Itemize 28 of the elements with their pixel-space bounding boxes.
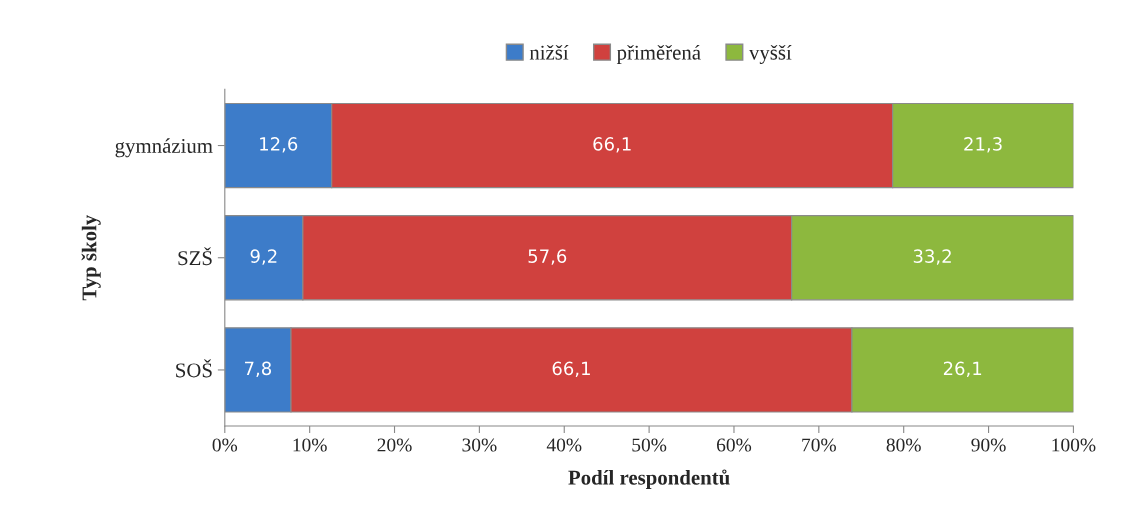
x-tick-label: 100% (1052, 438, 1096, 452)
data-label: 9,2 (250, 249, 277, 265)
data-label: 57,6 (528, 249, 567, 265)
data-label: 12,6 (260, 137, 298, 153)
data-label: 7,8 (245, 361, 272, 378)
data-label: 26,1 (943, 361, 982, 378)
data-label: 33,2 (913, 249, 951, 265)
y-tick-label: SZŠ (178, 247, 212, 266)
x-tick-label: 10% (293, 438, 327, 452)
x-tick-label: 0% (212, 438, 238, 452)
data-label: 21,3 (964, 137, 1002, 153)
y-tick-label: gymnázium (115, 138, 213, 158)
x-tick-label: 20% (377, 438, 412, 452)
legend-label: vyšší (748, 44, 792, 64)
data-label: 66,1 (552, 361, 590, 378)
x-axis-title: Podíl respondentů (568, 469, 730, 489)
y-tick-label: SOŠ (176, 359, 212, 378)
x-tick-label: 90% (971, 438, 1006, 452)
x-tick-label: 50% (632, 438, 667, 452)
x-tick-label: 60% (716, 438, 752, 452)
x-tick-label: 80% (886, 438, 921, 452)
x-tick-label: 70% (802, 438, 836, 452)
x-tick-label: 30% (462, 438, 497, 452)
data-label: 66,1 (593, 137, 631, 153)
legend-label: přiměřená (616, 44, 701, 64)
y-axis-title: Typ školy (81, 215, 101, 301)
x-tick-label: 40% (546, 438, 582, 452)
legend-label: nižší (529, 44, 569, 60)
